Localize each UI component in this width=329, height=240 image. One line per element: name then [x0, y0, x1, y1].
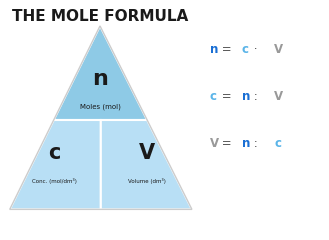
Text: V: V: [139, 143, 155, 163]
Text: =: =: [218, 137, 235, 150]
Polygon shape: [54, 26, 147, 120]
Text: :: :: [250, 90, 262, 103]
Polygon shape: [10, 120, 101, 209]
Text: Conc. (mol/dm³): Conc. (mol/dm³): [32, 178, 77, 184]
Text: c: c: [274, 137, 281, 150]
Text: V: V: [210, 137, 219, 150]
Text: n: n: [210, 43, 218, 56]
Text: Moles (mol): Moles (mol): [80, 103, 121, 109]
Text: =: =: [218, 43, 235, 56]
Text: Volume (dm³): Volume (dm³): [128, 178, 165, 184]
Text: n: n: [242, 137, 250, 150]
Text: c: c: [210, 90, 216, 103]
Text: n: n: [92, 69, 108, 89]
Text: c: c: [49, 143, 61, 163]
Text: c: c: [242, 43, 249, 56]
Text: =: =: [218, 90, 235, 103]
Text: ·: ·: [250, 43, 261, 56]
Text: :: :: [250, 137, 262, 150]
Text: n: n: [242, 90, 250, 103]
Polygon shape: [101, 120, 192, 209]
Text: THE MOLE FORMULA: THE MOLE FORMULA: [12, 9, 188, 24]
Text: V: V: [274, 90, 283, 103]
Text: V: V: [274, 43, 283, 56]
